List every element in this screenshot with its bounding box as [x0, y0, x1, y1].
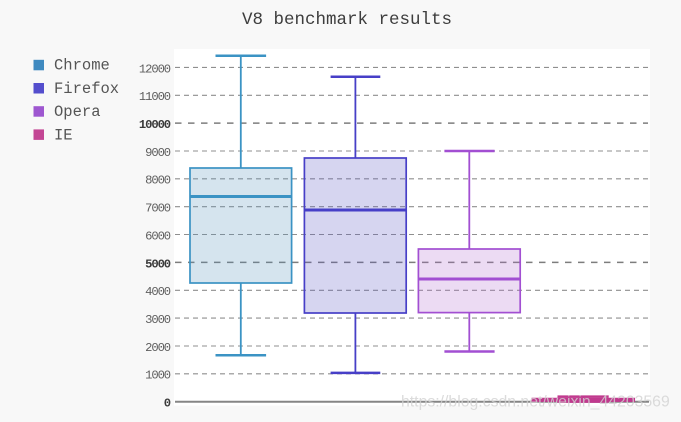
svg-text:Chrome: Chrome [54, 57, 110, 75]
svg-text:7000: 7000 [145, 202, 171, 216]
svg-text:1000: 1000 [145, 369, 171, 383]
svg-text:10000: 10000 [139, 118, 171, 132]
svg-text:0: 0 [164, 397, 171, 411]
svg-text:V8 benchmark results: V8 benchmark results [242, 10, 452, 30]
svg-text:9000: 9000 [145, 146, 171, 160]
svg-text:Firefox: Firefox [54, 80, 119, 98]
svg-text:11000: 11000 [139, 90, 171, 104]
svg-text:4000: 4000 [145, 285, 171, 299]
svg-text:Opera: Opera [54, 103, 101, 121]
svg-text:https://blog.csdn.net/weixin_4: https://blog.csdn.net/weixin_44203569 [401, 394, 670, 411]
svg-text:3000: 3000 [145, 313, 171, 327]
svg-text:2000: 2000 [145, 341, 171, 355]
svg-text:8000: 8000 [145, 174, 171, 188]
svg-text:12000: 12000 [139, 62, 171, 76]
svg-text:IE: IE [54, 126, 73, 144]
svg-text:5000: 5000 [145, 257, 171, 271]
svg-text:6000: 6000 [145, 229, 171, 243]
